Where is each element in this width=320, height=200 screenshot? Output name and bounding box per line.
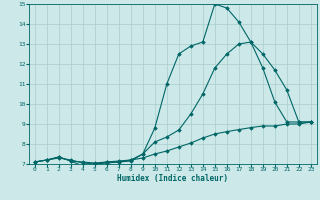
X-axis label: Humidex (Indice chaleur): Humidex (Indice chaleur) bbox=[117, 174, 228, 183]
